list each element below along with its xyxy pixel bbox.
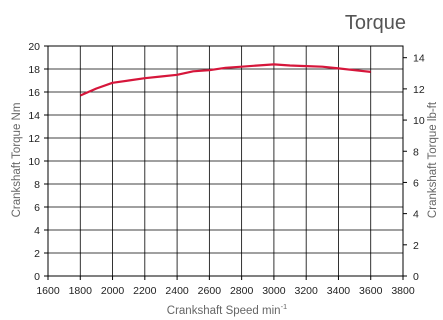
- y2-tick-label: 12: [413, 84, 425, 96]
- y-axis-ticks: 0 2 4 6 8 10 12 14 16 18 20: [28, 41, 48, 283]
- y-tick-label: 2: [34, 248, 40, 260]
- y-tick-label: 18: [28, 64, 40, 76]
- y-tick-label: 6: [34, 202, 40, 214]
- y-tick-label: 4: [34, 225, 40, 237]
- x-tick-label: 2800: [230, 285, 254, 297]
- y-tick-label: 8: [34, 179, 40, 191]
- y2-tick-label: 10: [413, 115, 425, 127]
- x-tick-label: 3600: [359, 285, 383, 297]
- x-tick-label: 3000: [262, 285, 286, 297]
- x-axis-title-text: Crankshaft Speed min: [167, 305, 281, 317]
- x-tick-label: 1800: [69, 285, 93, 297]
- x-axis-title-superscript: -1: [281, 302, 288, 311]
- y2-tick-label: 2: [413, 240, 419, 252]
- x-tick-label: 2200: [133, 285, 157, 297]
- y-tick-label: 16: [28, 87, 40, 99]
- y2-tick-label: 4: [413, 209, 419, 221]
- y-tick-label: 14: [28, 110, 40, 122]
- y2-tick-label: 6: [413, 177, 419, 189]
- y-tick-label: 20: [28, 41, 40, 53]
- x-axis-ticks: 1600 1800 2000 2200 2400 2600 2800 3000 3200 3400…: [36, 276, 415, 297]
- y2-tick-label: 14: [413, 53, 425, 65]
- y2-axis-ticks: 0 2 4 6 8 10 12 14: [403, 53, 425, 283]
- x-tick-label: 1600: [36, 285, 60, 297]
- x-tick-label: 3800: [391, 285, 415, 297]
- torque-series-line: [79, 63, 371, 97]
- grid-lines: [48, 46, 403, 276]
- y-tick-label: 0: [34, 271, 40, 283]
- y2-tick-label: 8: [413, 146, 419, 158]
- x-tick-label: 3200: [295, 285, 319, 297]
- y-tick-label: 12: [28, 133, 40, 145]
- x-tick-label: 2000: [101, 285, 125, 297]
- y2-axis-title: Crankshaft Torque lb-ft: [427, 101, 439, 218]
- y-axis-title: Crankshaft Torque Nm: [11, 103, 23, 218]
- y-tick-label: 10: [28, 156, 40, 168]
- x-axis-title: Crankshaft Speed min-1: [167, 302, 287, 317]
- chart-title: Torque: [345, 12, 406, 34]
- x-tick-label: 2600: [198, 285, 222, 297]
- y2-tick-label: 0: [413, 271, 419, 283]
- x-tick-label: 2400: [165, 285, 189, 297]
- x-tick-label: 3400: [327, 285, 351, 297]
